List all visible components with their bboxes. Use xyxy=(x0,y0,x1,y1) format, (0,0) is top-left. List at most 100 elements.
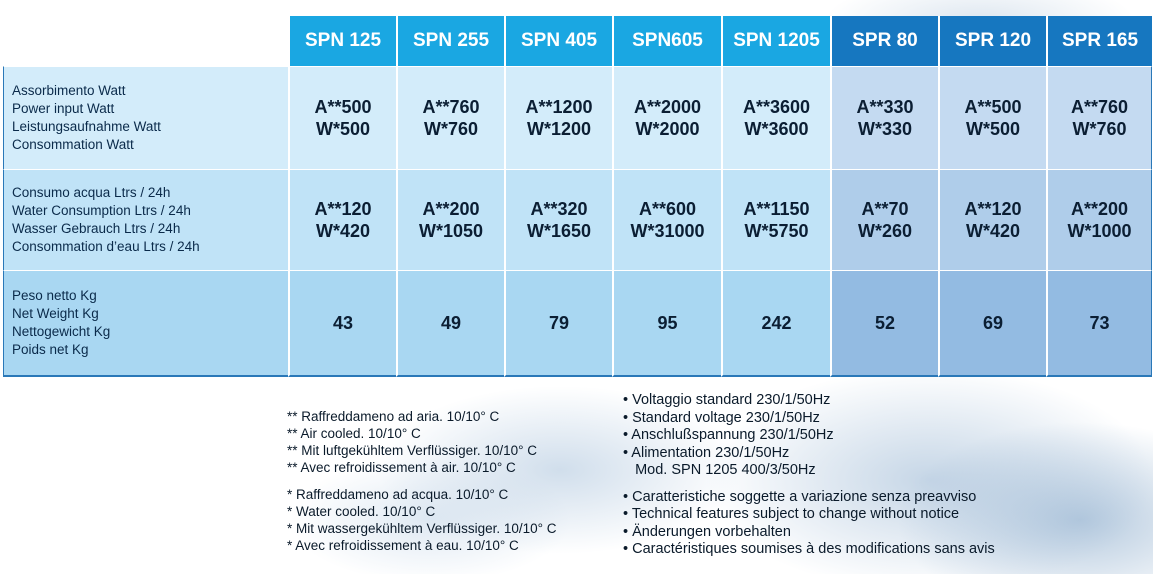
label-line: Net Weight Kg xyxy=(12,306,99,321)
note-line: • Caratteristiche soggette a variazione … xyxy=(623,488,977,505)
value-cell: 52 xyxy=(830,270,938,377)
value-water: W*420 xyxy=(315,221,371,241)
spec-table: SPN 125 SPN 255 SPN 405 SPN605 SPN 1205 … xyxy=(3,16,1152,377)
note-line: * Raffreddameno ad acqua. 10/10° C xyxy=(287,487,509,502)
value-cell: A**600 W*31000 xyxy=(612,169,721,270)
value-air: A**600 xyxy=(638,199,697,219)
note-line: • Änderungen vorbehalten xyxy=(623,523,791,540)
value-cell: A**500 W*500 xyxy=(938,66,1046,169)
value-water: W*420 xyxy=(965,221,1021,241)
label-line: Water Consumption Ltrs / 24h xyxy=(12,203,191,218)
col-header: SPR 120 xyxy=(938,16,1046,66)
value-cell: A**330 W*330 xyxy=(830,66,938,169)
note-line: ** Air cooled. 10/10° C xyxy=(287,426,421,441)
general-notes: • Voltaggio standard 230/1/50Hz • Standa… xyxy=(623,392,995,559)
value-cell: A**760 W*760 xyxy=(1046,66,1152,169)
value-water: W*1650 xyxy=(526,221,592,241)
value-air: A**1200 xyxy=(525,97,593,117)
value-water: W*330 xyxy=(857,119,913,139)
col-header: SPR 165 xyxy=(1046,16,1152,66)
value-air: A**1150 xyxy=(743,199,810,219)
value-cell: 49 xyxy=(396,270,504,377)
note-line: • Standard voltage 230/1/50Hz xyxy=(623,409,820,426)
value-cell: A**1150 W*5750 xyxy=(721,169,830,270)
value-water: W*2000 xyxy=(635,119,700,139)
note-line: • Anschlußspannung 230/1/50Hz xyxy=(623,427,834,443)
cooling-notes: ** Raffreddameno ad aria. 10/10° C ** Ai… xyxy=(287,408,557,554)
value-cell: 79 xyxy=(504,270,612,377)
value-water: W*760 xyxy=(423,119,479,139)
note-line: * Mit wassergekühltem Verflüssiger. 10/1… xyxy=(287,521,557,536)
voltage-notes: • Voltaggio standard 230/1/50Hz • Standa… xyxy=(623,392,995,480)
row-label: Peso netto Kg Net Weight Kg Nettogewicht… xyxy=(3,270,288,377)
note-line: Mod. SPN 1205 400/3/50Hz xyxy=(623,462,816,478)
value-cell: A**120 W*420 xyxy=(938,169,1046,270)
value-water: W*260 xyxy=(857,221,913,241)
value-water: W*1200 xyxy=(526,119,592,139)
value-cell: A**200 W*1000 xyxy=(1046,169,1152,270)
value-water: W*31000 xyxy=(630,221,705,241)
value-air: A**760 xyxy=(422,97,480,117)
col-header: SPN 405 xyxy=(504,16,612,66)
note-line: * Water cooled. 10/10° C xyxy=(287,504,436,519)
note-line: * Avec refroidissement à eau. 10/10° C xyxy=(287,538,519,553)
value-air: A**500 xyxy=(964,97,1022,117)
note-line: ** Mit luftgekühltem Verflüssiger. 10/10… xyxy=(287,443,538,458)
value-air: A**2000 xyxy=(633,97,702,117)
label-line: Peso netto Kg xyxy=(12,288,97,303)
value-cell: A**3600 W*3600 xyxy=(721,66,830,169)
col-header: SPN 125 xyxy=(288,16,396,66)
row-net-weight: Peso netto Kg Net Weight Kg Nettogewicht… xyxy=(3,270,1152,377)
note-line: • Technical features subject to change w… xyxy=(623,506,960,522)
value-cell: 242 xyxy=(721,270,830,377)
value-air: A**320 xyxy=(530,199,588,219)
label-line: Power input Watt xyxy=(12,101,115,116)
change-notice-notes: • Caratteristiche soggette a variazione … xyxy=(623,489,995,559)
value-air: A**200 xyxy=(422,199,480,219)
value-air: A**200 xyxy=(1070,199,1129,219)
value-water: W*5750 xyxy=(744,221,809,241)
note-line: • Voltaggio standard 230/1/50Hz xyxy=(623,392,831,408)
value-water: W*500 xyxy=(315,119,371,139)
value-water: W*500 xyxy=(965,119,1021,139)
value-air: A**120 xyxy=(964,199,1022,219)
note-line: • Caractéristiques soumises à des modifi… xyxy=(623,541,995,557)
col-header: SPN 255 xyxy=(396,16,504,66)
value-cell: A**70 W*260 xyxy=(830,169,938,270)
label-line: Consommation d’eau Ltrs / 24h xyxy=(12,239,200,254)
value-cell: A**120 W*420 xyxy=(288,169,396,270)
value-air: A**500 xyxy=(314,97,372,117)
value-water: W*760 xyxy=(1072,119,1127,139)
label-line: Consumo acqua Ltrs / 24h xyxy=(12,185,171,200)
col-header: SPR 80 xyxy=(830,16,938,66)
value-water: W*1000 xyxy=(1067,221,1132,241)
header-row: SPN 125 SPN 255 SPN 405 SPN605 SPN 1205 … xyxy=(3,16,1152,66)
note-line: • Alimentation 230/1/50Hz xyxy=(623,444,790,461)
row-power-input: Assorbimento Watt Power input Watt Leist… xyxy=(3,66,1152,169)
air-cooled-notes: ** Raffreddameno ad aria. 10/10° C ** Ai… xyxy=(287,408,557,476)
label-line: Assorbimento Watt xyxy=(12,83,126,98)
value-water: W*1050 xyxy=(418,221,484,241)
label-line: Nettogewicht Kg xyxy=(12,324,111,339)
header-blank-cell xyxy=(3,16,288,66)
value-cell: A**200 W*1050 xyxy=(396,169,504,270)
value-water: W*3600 xyxy=(744,119,809,139)
label-line: Consommation Watt xyxy=(12,137,134,152)
note-line: ** Raffreddameno ad aria. 10/10° C xyxy=(287,409,500,424)
value-cell: A**2000 W*2000 xyxy=(612,66,721,169)
value-cell: A**500 W*500 xyxy=(288,66,396,169)
note-line: ** Avec refroidissement à air. 10/10° C xyxy=(287,460,516,475)
value-cell: 73 xyxy=(1046,270,1152,377)
row-water-consumption: Consumo acqua Ltrs / 24h Water Consumpti… xyxy=(3,169,1152,270)
row-label: Assorbimento Watt Power input Watt Leist… xyxy=(3,66,288,169)
label-line: Leistungsaufnahme Watt xyxy=(12,119,161,134)
value-air: A**70 xyxy=(861,199,909,219)
value-cell: 95 xyxy=(612,270,721,377)
value-cell: A**320 W*1650 xyxy=(504,169,612,270)
value-cell: A**760 W*760 xyxy=(396,66,504,169)
water-cooled-notes: * Raffreddameno ad acqua. 10/10° C * Wat… xyxy=(287,486,557,554)
value-cell: 43 xyxy=(288,270,396,377)
col-header: SPN605 xyxy=(612,16,721,66)
label-line: Wasser Gebrauch Ltrs / 24h xyxy=(12,221,181,236)
value-air: A**120 xyxy=(314,199,372,219)
